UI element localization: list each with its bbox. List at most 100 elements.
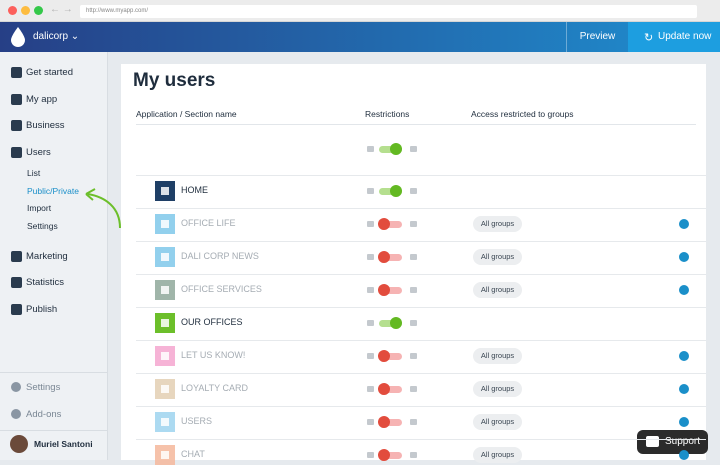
nav-icon	[11, 146, 22, 158]
toggle-track[interactable]	[379, 353, 402, 360]
lock-icon	[367, 419, 374, 425]
section-icon-mark	[161, 286, 169, 294]
min-dot[interactable]	[21, 6, 30, 15]
section-icon-mark	[161, 418, 169, 426]
nav-item[interactable]: Users	[26, 146, 51, 158]
toggle-track[interactable]	[379, 386, 402, 393]
avatar	[10, 435, 28, 453]
section-name: OFFICE SERVICES	[181, 284, 262, 294]
pointer-arrow	[85, 188, 121, 229]
close-dot[interactable]	[8, 6, 17, 15]
row-divider	[136, 307, 706, 308]
nav-item[interactable]: Marketing	[26, 250, 68, 262]
toggle-track[interactable]	[379, 287, 402, 294]
groups-pill[interactable]: All groups	[473, 249, 522, 265]
nav-subitem[interactable]: Import	[27, 203, 52, 214]
row-divider	[136, 439, 706, 440]
nav-subitem[interactable]: Settings	[27, 221, 58, 232]
toggle-track[interactable]	[379, 452, 402, 459]
unlock-icon	[410, 353, 417, 359]
nav-item[interactable]: Business	[26, 120, 65, 131]
unlock-icon	[410, 419, 417, 425]
nav-item[interactable]: Settings	[26, 382, 61, 393]
preview-button[interactable]: Preview	[566, 22, 628, 52]
add-group-button[interactable]	[679, 351, 689, 361]
row-divider	[136, 274, 706, 275]
toggle-knob[interactable]	[378, 416, 390, 428]
unlock-icon	[410, 254, 417, 260]
toggle-knob[interactable]	[378, 251, 390, 263]
support-icon	[646, 436, 659, 447]
user-name[interactable]: Muriel Santoni	[34, 439, 93, 449]
add-group-button[interactable]	[679, 450, 689, 460]
org-name: dalicorp	[33, 31, 69, 42]
org-switcher[interactable]: dalicorp ⌄	[33, 31, 80, 42]
nav-icon	[11, 382, 21, 392]
unlock-icon	[410, 221, 417, 227]
toggle-knob[interactable]	[378, 284, 390, 296]
section-icon-mark	[161, 319, 169, 327]
section-icon-mark	[161, 451, 169, 459]
nav-item[interactable]: My app	[26, 93, 58, 105]
url-bar[interactable]: http://www.myapp.com/	[80, 5, 697, 18]
sidebar-divider	[0, 430, 108, 431]
section-icon-mark	[161, 187, 169, 195]
lock-icon	[367, 452, 374, 458]
sidebar-divider	[0, 372, 108, 373]
unlock-icon	[410, 188, 417, 194]
groups-pill[interactable]: All groups	[473, 282, 522, 298]
nav-item[interactable]: Statistics	[26, 277, 65, 289]
section-icon-mark	[161, 352, 169, 360]
row-divider	[136, 208, 706, 209]
section-name: HOME	[181, 185, 208, 195]
nav-item[interactable]: Publish	[26, 303, 58, 315]
column-header: Access restricted to groups	[471, 109, 574, 119]
toggle-knob[interactable]	[378, 383, 390, 395]
add-group-button[interactable]	[679, 219, 689, 229]
max-dot[interactable]	[34, 6, 43, 15]
row-divider	[136, 340, 706, 341]
toggle-track[interactable]	[379, 254, 402, 261]
nav-item[interactable]: Get started	[26, 67, 73, 78]
nav-icon	[11, 408, 21, 419]
toggle-track[interactable]	[379, 221, 402, 228]
groups-pill[interactable]: All groups	[473, 216, 522, 232]
lock-icon	[367, 320, 374, 326]
nav-subitem[interactable]: List	[27, 168, 41, 178]
section-icon-mark	[161, 220, 169, 228]
unlock-icon	[410, 452, 417, 458]
groups-pill[interactable]: All groups	[473, 414, 522, 430]
nav-icon	[11, 93, 22, 105]
nav-subitem[interactable]: Public/Private	[27, 185, 79, 196]
add-group-button[interactable]	[679, 285, 689, 295]
update-button[interactable]: Update now	[628, 22, 720, 52]
section-name: CHAT	[181, 449, 205, 459]
add-group-button[interactable]	[679, 252, 689, 262]
add-group-button[interactable]	[679, 384, 689, 394]
nav-item[interactable]: Add-ons	[26, 408, 62, 420]
nav-icon	[11, 67, 22, 78]
row-divider	[136, 241, 706, 242]
groups-pill[interactable]: All groups	[473, 381, 522, 397]
row-divider	[136, 373, 706, 374]
lock-icon	[367, 221, 374, 227]
section-icon-mark	[161, 253, 169, 261]
toggle-knob[interactable]	[378, 350, 390, 362]
groups-pill[interactable]: All groups	[473, 348, 522, 364]
unlock-icon	[410, 146, 417, 152]
nav-arrows[interactable]: ← →	[50, 4, 73, 15]
row-divider	[136, 175, 706, 176]
toggle-knob[interactable]	[378, 449, 390, 461]
add-group-button[interactable]	[679, 417, 689, 427]
toggle-knob[interactable]	[390, 143, 402, 155]
column-header: Restrictions	[365, 109, 410, 119]
toggle-track[interactable]	[379, 419, 402, 426]
groups-pill[interactable]: All groups	[473, 447, 522, 463]
toggle-knob[interactable]	[390, 317, 402, 329]
toggle-knob[interactable]	[390, 185, 402, 197]
nav-icon	[11, 303, 22, 315]
toggle-knob[interactable]	[378, 218, 390, 230]
browser-bar: ← → http://www.myapp.com/	[0, 0, 720, 22]
section-name: OUR OFFICES	[181, 317, 243, 327]
